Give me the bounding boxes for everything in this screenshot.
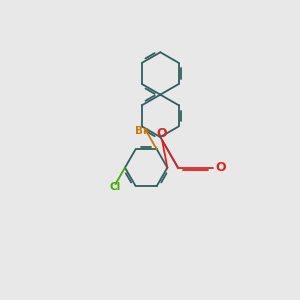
Text: O: O — [215, 161, 226, 174]
Text: O: O — [157, 127, 167, 140]
Text: Cl: Cl — [110, 182, 121, 192]
Text: Br: Br — [136, 126, 148, 136]
